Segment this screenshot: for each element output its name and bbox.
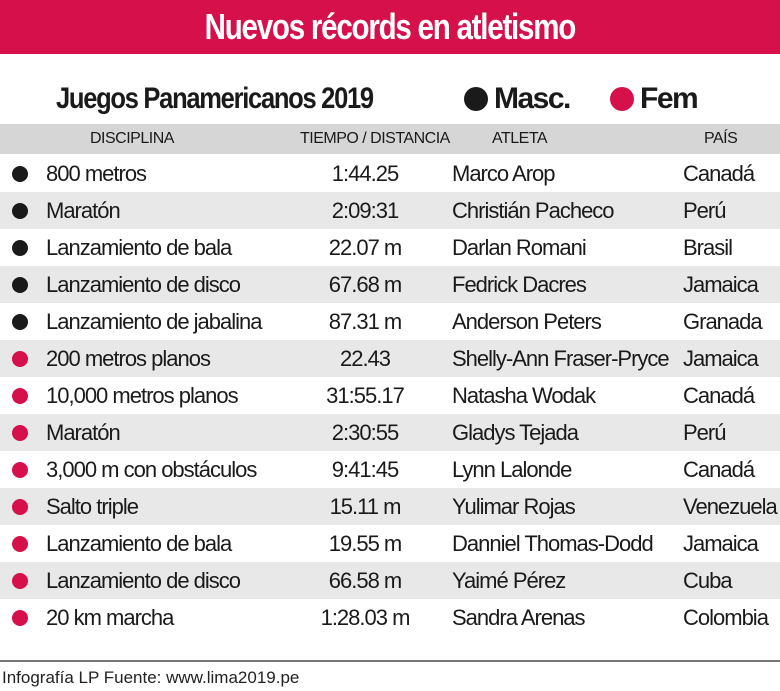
cell-marca: 1:28.03 m [320, 605, 411, 630]
cell-disciplina: 10,000 metros planos [46, 383, 239, 408]
cell-atleta: Yaimé Pérez [452, 568, 566, 593]
legend-masc: Masc. [464, 80, 571, 118]
cell-marca: 22.43 [339, 346, 391, 371]
fem-dot-icon [12, 462, 28, 478]
table-row: Salto triple 15.11 m Yulimar Rojas Venez… [0, 488, 780, 525]
masc-dot-icon [12, 203, 28, 219]
cell-marca: 31:55.17 [326, 383, 405, 408]
masc-dot-icon [12, 166, 28, 182]
table-row: Maratón 2:30:55 Gladys Tejada Perú [0, 414, 780, 451]
table-row: Lanzamiento de disco 66.58 m Yaimé Pérez… [0, 562, 780, 599]
subtitle: Juegos Panamericanos 2019 [56, 82, 374, 115]
cell-atleta: Sandra Arenas [452, 605, 586, 630]
cell-pais: Perú [683, 420, 726, 445]
table-row: Lanzamiento de bala 19.55 m Danniel Thom… [0, 525, 780, 562]
cell-pais: Canadá [683, 161, 755, 186]
cell-disciplina: 800 metros [46, 161, 147, 186]
cell-disciplina: Lanzamiento de bala [46, 531, 232, 556]
table-row: 200 metros planos 22.43 Shelly-Ann Frase… [0, 340, 780, 377]
table-row: 10,000 metros planos 31:55.17 Natasha Wo… [0, 377, 780, 414]
cell-marca: 19.55 m [328, 531, 403, 556]
cell-atleta: Lynn Lalonde [452, 457, 572, 482]
cell-marca: 66.58 m [328, 568, 403, 593]
cell-pais: Granada [683, 309, 763, 334]
cell-atleta: Christián Pacheco [452, 198, 615, 223]
fem-dot-icon [12, 425, 28, 441]
cell-marca: 9:41:45 [331, 457, 399, 482]
table-row: 20 km marcha 1:28.03 m Sandra Arenas Col… [0, 599, 780, 636]
cell-marca: 1:44.25 [331, 161, 399, 186]
cell-marca: 2:09:31 [331, 198, 399, 223]
cell-atleta: Darlan Romani [452, 235, 587, 260]
fem-dot-icon [12, 610, 28, 626]
fem-dot-icon [12, 536, 28, 552]
cell-disciplina: 20 km marcha [46, 605, 174, 630]
cell-disciplina: Maratón [46, 198, 121, 223]
cell-marca: 67.68 m [328, 272, 403, 297]
masc-dot-icon [12, 314, 28, 330]
fem-dot-icon [12, 388, 28, 404]
cell-atleta: Natasha Wodak [452, 383, 596, 408]
header-pais: PAÍS [704, 130, 738, 147]
fem-dot-icon [610, 87, 634, 111]
masc-dot-icon [12, 277, 28, 293]
cell-pais: Cuba [683, 568, 733, 593]
legend-fem: Fem [610, 80, 699, 118]
cell-pais: Jamaica [683, 531, 759, 556]
masc-dot-icon [464, 87, 488, 111]
cell-atleta: Marco Arop [452, 161, 555, 186]
cell-atleta: Gladys Tejada [452, 420, 579, 445]
table-row: Lanzamiento de jabalina 87.31 m Anderson… [0, 303, 780, 340]
cell-atleta: Shelly-Ann Fraser-Pryce [452, 346, 670, 371]
cell-marca: 87.31 m [328, 309, 403, 334]
cell-atleta: Fedrick Dacres [452, 272, 587, 297]
fem-dot-icon [12, 351, 28, 367]
cell-marca: 15.11 m [329, 494, 402, 519]
cell-disciplina: Lanzamiento de bala [46, 235, 232, 260]
divider [0, 660, 780, 662]
cell-disciplina: Salto triple [46, 494, 139, 519]
cell-disciplina: Lanzamiento de disco [46, 568, 241, 593]
table-row: Lanzamiento de disco 67.68 m Fedrick Dac… [0, 266, 780, 303]
cell-pais: Colombia [683, 605, 769, 630]
cell-pais: Brasil [683, 235, 733, 260]
header-tiempo: TIEMPO / DISTANCIA [300, 130, 450, 147]
masc-dot-icon [12, 240, 28, 256]
fem-dot-icon [12, 499, 28, 515]
cell-marca: 22.07 m [328, 235, 403, 260]
page-title: Nuevos récords en atletismo [0, 0, 780, 54]
cell-disciplina: Maratón [46, 420, 121, 445]
cell-pais: Jamaica [683, 346, 759, 371]
table-row: 3,000 m con obstáculos 9:41:45 Lynn Lalo… [0, 451, 780, 488]
cell-marca: 2:30:55 [331, 420, 399, 445]
table-header: DISCIPLINA TIEMPO / DISTANCIA ATLETA PAÍ… [0, 124, 780, 154]
cell-pais: Venezuela [683, 494, 778, 519]
header-atleta: ATLETA [492, 130, 548, 147]
cell-atleta: Anderson Peters [452, 309, 602, 334]
cell-pais: Jamaica [683, 272, 759, 297]
fem-dot-icon [12, 573, 28, 589]
cell-disciplina: Lanzamiento de disco [46, 272, 241, 297]
cell-pais: Canadá [683, 383, 755, 408]
cell-atleta: Yulimar Rojas [452, 494, 576, 519]
footer-credit: Infografía LP Fuente: www.lima2019.pe [2, 668, 300, 687]
cell-disciplina: Lanzamiento de jabalina [46, 309, 263, 334]
table-row: 800 metros 1:44.25 Marco Arop Canadá [0, 155, 780, 192]
cell-atleta: Danniel Thomas-Dodd [452, 531, 654, 556]
header-disciplina: DISCIPLINA [90, 130, 174, 147]
cell-disciplina: 200 metros planos [46, 346, 211, 371]
table-row: Maratón 2:09:31 Christián Pacheco Perú [0, 192, 780, 229]
cell-pais: Perú [683, 198, 726, 223]
cell-disciplina: 3,000 m con obstáculos [46, 457, 257, 482]
table-row: Lanzamiento de bala 22.07 m Darlan Roman… [0, 229, 780, 266]
cell-pais: Canadá [683, 457, 755, 482]
